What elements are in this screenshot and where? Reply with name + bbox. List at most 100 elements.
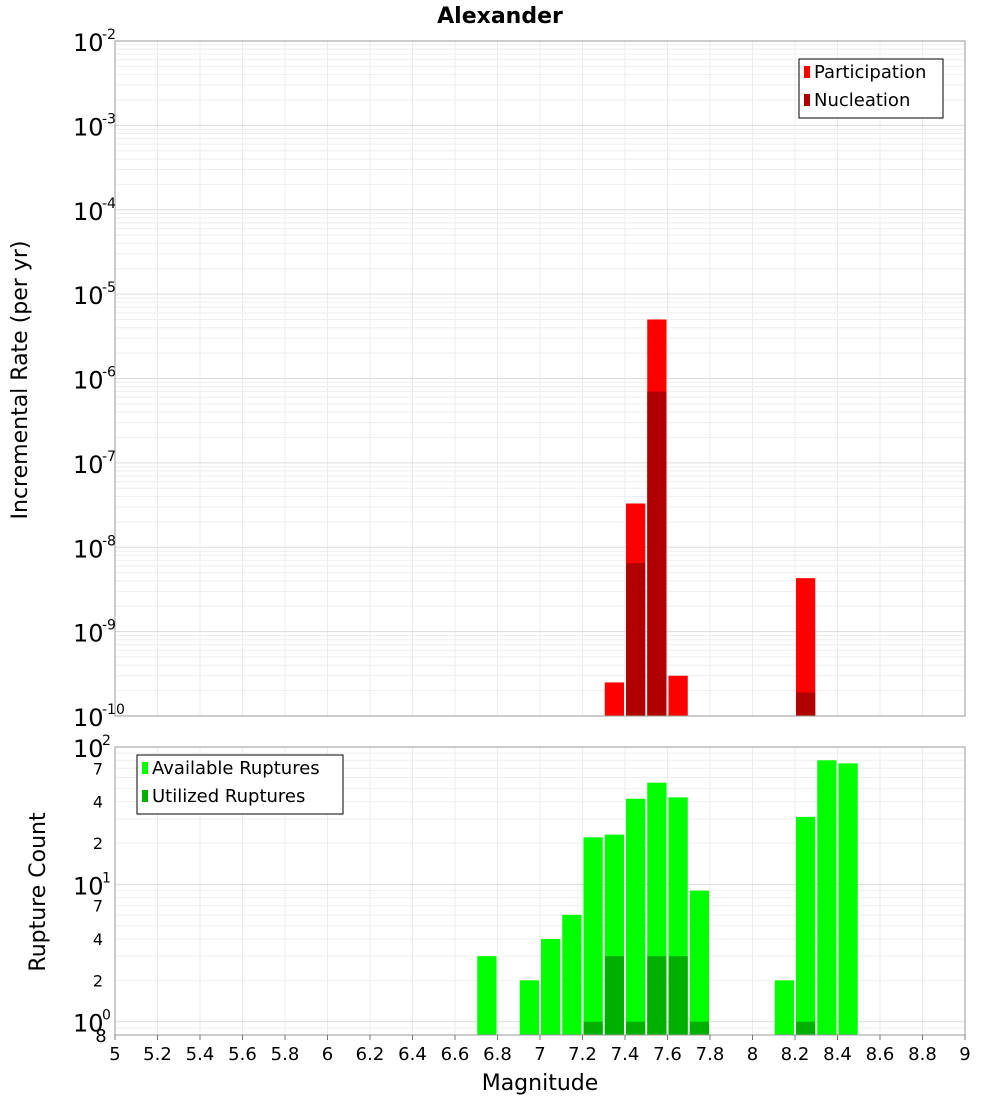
top-plot-frame <box>114 40 966 717</box>
utilized-ruptures-bar <box>689 1021 709 1035</box>
y-tick-base: 10 <box>73 282 104 310</box>
y-minor-tick-label: 2 <box>93 971 103 990</box>
y-tick-base: 10 <box>73 1010 104 1038</box>
y-tick-exponent: 0 <box>102 1008 111 1024</box>
x-tick-label: 6.2 <box>356 1044 385 1065</box>
x-tick-label: 7.2 <box>568 1044 597 1065</box>
available-ruptures-bar <box>689 890 709 1035</box>
utilized-ruptures-bar <box>668 956 688 1035</box>
top-y-axis-label: Incremental Rate (per yr) <box>8 241 33 520</box>
x-axis-label: Magnitude <box>482 1071 599 1096</box>
x-tick-label: 9 <box>959 1044 970 1065</box>
x-tick-label: 7.8 <box>696 1044 725 1065</box>
legend-swatch <box>142 762 148 774</box>
participation-bar <box>668 675 688 716</box>
y-tick-exponent: -6 <box>102 365 116 381</box>
legend-box <box>798 58 944 119</box>
available-ruptures-bar <box>838 763 858 1035</box>
legend-swatch <box>804 94 810 106</box>
legend-label: Participation <box>814 62 926 83</box>
y-tick-base: 10 <box>73 535 104 563</box>
legend-swatch <box>804 66 810 78</box>
y-tick-label: 10-5 <box>73 280 116 310</box>
x-tick-label: 5.6 <box>228 1044 257 1065</box>
utilized-ruptures-bar <box>796 1021 816 1035</box>
x-ticks: 5 5.2 5.4 5.6 5.8 6 6.2 6.4 6.6 6.8 7 7.2 7.4 7.6 7.8 8… <box>109 1035 971 1065</box>
x-tick-label: 5.2 <box>143 1044 172 1065</box>
x-tick-label: 8.6 <box>866 1044 895 1065</box>
y-tick-label: 100 <box>73 1008 111 1038</box>
nucleation-bar <box>647 391 667 716</box>
x-tick-label: 7.4 <box>611 1044 640 1065</box>
y-tick-base: 10 <box>73 451 104 479</box>
y-tick-exponent: -8 <box>102 533 116 549</box>
x-tick-label: 6.4 <box>398 1044 427 1065</box>
x-tick-label: 6 <box>322 1044 333 1065</box>
available-ruptures-bar <box>796 816 816 1035</box>
top-plot-grid <box>114 41 966 717</box>
y-tick-label: 10-8 <box>73 533 116 563</box>
y-tick-exponent: 2 <box>102 733 111 749</box>
y-tick-base: 10 <box>73 704 104 732</box>
bottom-y-axis-label: Rupture Count <box>26 812 51 972</box>
x-tick-label: 8.2 <box>781 1044 810 1065</box>
utilized-ruptures-bar <box>647 956 667 1035</box>
available-ruptures-bar <box>817 760 837 1035</box>
available-ruptures-bar <box>626 798 646 1035</box>
participation-bar <box>604 682 624 716</box>
y-tick-base: 10 <box>73 872 104 900</box>
y-tick-label: 102 <box>73 733 111 763</box>
top-plot-bars <box>604 319 816 716</box>
x-tick-label: 8 <box>747 1044 758 1065</box>
legend-label: Available Ruptures <box>152 758 320 779</box>
y-minor-tick-label: 7 <box>93 759 103 778</box>
legend-label: Utilized Ruptures <box>152 786 305 807</box>
y-minor-tick-label: 7 <box>93 897 103 916</box>
x-tick-label: 5.4 <box>186 1044 215 1065</box>
y-tick-exponent: -10 <box>102 702 125 718</box>
x-tick-label: 5.8 <box>271 1044 300 1065</box>
available-ruptures-bar <box>519 980 539 1035</box>
utilized-ruptures-bar <box>583 1021 603 1035</box>
y-tick-base: 10 <box>73 367 104 395</box>
y-tick-label: 10-3 <box>73 111 116 141</box>
y-tick-base: 10 <box>73 113 104 141</box>
x-tick-label: 6.6 <box>441 1044 470 1065</box>
available-ruptures-bar <box>774 980 794 1035</box>
y-tick-label: 10-10 <box>73 702 125 732</box>
y-tick-exponent: -7 <box>102 449 116 465</box>
y-tick-exponent: -5 <box>102 280 116 296</box>
available-ruptures-bar <box>477 956 497 1035</box>
y-tick-label: 10-9 <box>73 618 116 648</box>
participation-bar <box>796 578 816 716</box>
y-minor-tick-label: 2 <box>93 834 103 853</box>
legend-box <box>136 754 344 815</box>
y-tick-label: 10-7 <box>73 449 116 479</box>
y-tick-exponent: -4 <box>102 196 116 212</box>
available-ruptures-bar <box>541 939 561 1035</box>
y-tick-base: 10 <box>73 29 104 57</box>
y-tick-base: 10 <box>73 735 104 763</box>
x-tick-label: 7.6 <box>653 1044 682 1065</box>
y-tick-label: 101 <box>73 870 111 900</box>
top-legend: Participation Nucleation <box>798 58 944 119</box>
available-ruptures-bar <box>562 914 582 1035</box>
y-minor-tick-label: 4 <box>93 793 103 812</box>
y-tick-label: 10-6 <box>73 365 116 395</box>
y-tick-exponent: -2 <box>102 27 116 43</box>
bottom-legend: Available Ruptures Utilized Ruptures <box>136 754 344 815</box>
nucleation-bar <box>626 563 646 716</box>
bottom-plot-bars <box>477 760 858 1035</box>
legend-swatch <box>142 790 148 802</box>
legend-label: Nucleation <box>814 90 910 111</box>
y-tick-exponent: 1 <box>102 870 111 886</box>
y-minor-tick-label: 8 <box>95 1026 106 1047</box>
x-tick-label: 8.8 <box>908 1044 937 1065</box>
x-tick-label: 5 <box>109 1044 120 1065</box>
x-tick-label: 7 <box>534 1044 545 1065</box>
top-y-ticks: 10-210-310-410-510-610-710-810-910-10 <box>73 27 125 732</box>
utilized-ruptures-bar <box>626 1021 646 1035</box>
y-tick-label: 10-2 <box>73 27 116 57</box>
